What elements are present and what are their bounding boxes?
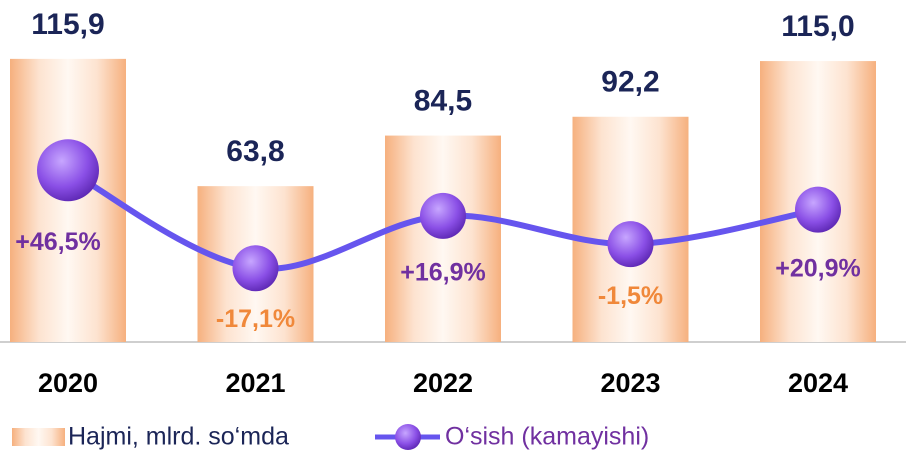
growth-value-label: +20,9% [775,254,861,282]
bar-value-label: 115,9 [31,8,104,41]
bar-value-label: 84,5 [414,85,472,118]
growth-value-label: -1,5% [598,282,663,310]
growth-marker [607,221,654,268]
legend-label: Hajmi, mlrd. so‘mda [68,423,289,451]
bar-value-label: 115,0 [781,10,854,43]
growth-marker [37,139,99,202]
x-tick-label: 2020 [38,368,98,398]
legend-swatch [395,424,421,450]
growth-value-label: +46,5% [15,228,101,256]
x-tick-label: 2022 [413,368,473,398]
growth-marker [420,192,466,239]
legend-swatch [12,428,65,446]
growth-value-label: +16,9% [400,258,486,286]
bar-value-label: 63,8 [226,135,284,168]
legend-label: O‘sish (kamayishi) [445,423,649,451]
x-tick-label: 2021 [225,368,285,398]
x-tick-label: 2023 [600,368,660,398]
bar-value-label: 92,2 [601,66,659,99]
growth-value-label: -17,1% [216,305,295,333]
x-tick-label: 2024 [788,368,848,398]
growth-marker [232,245,279,292]
growth-marker [795,186,841,233]
